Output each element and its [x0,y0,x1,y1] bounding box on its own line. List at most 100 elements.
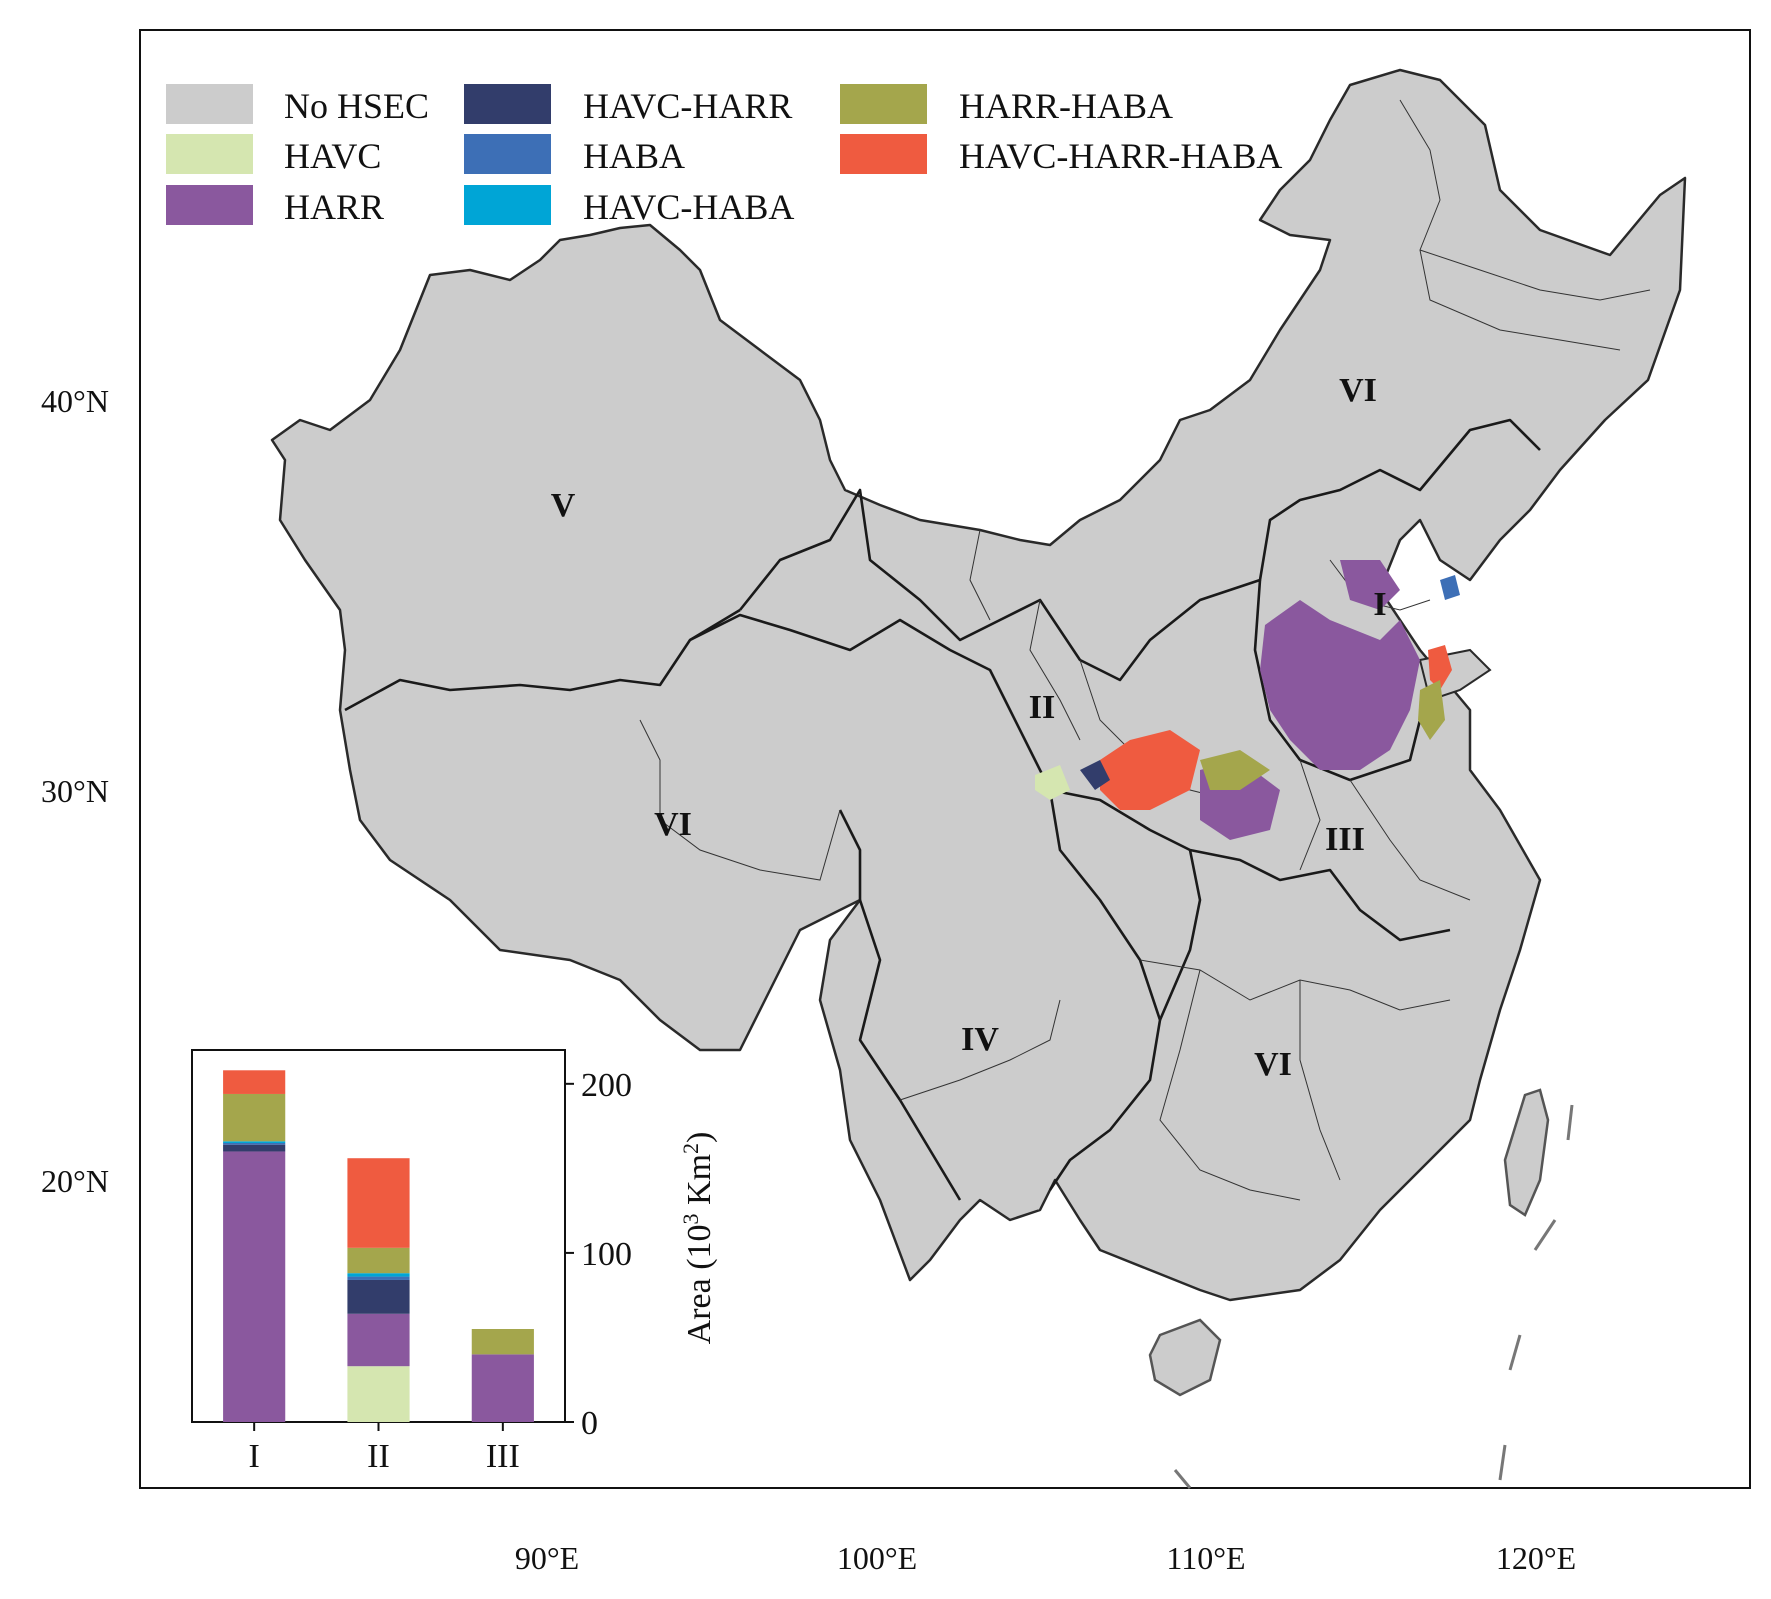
zone-boundary [838,809,962,1201]
legend-swatch-harr-haba [840,84,927,124]
province-boundary [1419,249,1651,301]
x-tick-label: III [486,1438,520,1475]
region-label-vi-north: VI [1339,372,1377,409]
bar-segment-havc-haba-i [223,1141,286,1143]
bar-segment-havc-harr-haba-ii [347,1158,410,1248]
lat-labels: 40°N 30°N 20°N [41,383,109,1199]
bar-segment-haba-ii [347,1276,410,1280]
region-label-iv: IV [961,1021,999,1058]
legend-label-no-hsec: No HSEC [284,86,429,126]
bar-segment-havc-haba-ii [347,1273,410,1277]
inset-x-axis: I II III [249,1422,520,1475]
region-label-v: V [551,487,576,524]
legend-label-havc-harr: HAVC-HARR [583,86,792,126]
region-label-iii: III [1325,821,1365,858]
harr-haba-patch [1418,680,1445,740]
lat-label: 40°N [41,383,109,419]
bar-segment-harr-ii [347,1313,410,1367]
region-labels: V VI I II VI III IV VI [551,372,1387,1083]
legend-label-harr-haba: HARR-HABA [959,86,1173,126]
dash-segment [1533,1219,1557,1251]
region-label-i: I [1373,586,1386,623]
inset-y-axis-label: Area (103 Km2) [678,1132,718,1345]
zone-boundary [344,608,741,712]
x-tick-label: II [367,1438,390,1475]
ylabel-part: Km [681,1154,718,1214]
havc-harr-patch [1080,760,1110,790]
havc-harr-haba-patch [1100,730,1200,810]
legend-swatch-havc-harr-haba [840,134,927,174]
lon-label: 100°E [837,1540,917,1576]
province-boundary [1299,980,1341,1181]
lon-label: 90°E [515,1540,579,1576]
legend-swatch-haba [464,134,551,174]
lon-label: 110°E [1166,1540,1245,1576]
zone-boundary [1158,849,1202,1021]
legend-swatch-harr [166,185,253,225]
province-boundaries [639,99,1651,1201]
legend: No HSEC HAVC HARR HAVC-HARR HABA HAVC-HA… [166,84,1282,227]
region-label-vi-south: VI [1254,1046,1292,1083]
bar-segment-harr-haba-ii [347,1247,410,1274]
havc-patch [1035,765,1070,800]
lon-label: 120°E [1496,1540,1576,1576]
haba-patch [1440,575,1460,600]
bar-segment-harr-i [223,1151,286,1422]
taiwan-island [1503,1088,1550,1217]
legend-swatch-havc [166,134,253,174]
lat-label: 30°N [41,773,109,809]
hotspot-patches [1035,560,1460,840]
lon-labels: 90°E 100°E 110°E 120°E [515,1540,1576,1576]
nine-dash-line [1173,1104,1574,1489]
ylabel-superscript: 2 [678,1143,703,1154]
y-tick-label: 200 [581,1067,632,1104]
harr-patch [1340,560,1400,610]
china-mainland [270,68,1687,1302]
legend-swatch-havc-harr [464,84,551,124]
province-boundary [1399,99,1621,351]
harr-patch [1260,600,1420,770]
bar-segment-harr-iii [471,1354,534,1422]
map-land [270,68,1687,1397]
dash-segment [1508,1334,1522,1371]
dash-segment [1173,1469,1192,1489]
legend-label-havc-haba: HAVC-HABA [583,187,794,227]
zone-boundary [689,613,1052,791]
bar-segment-harr-haba-iii [471,1329,534,1355]
ylabel-part: ) [681,1132,718,1143]
province-boundary [1159,969,1301,1201]
y-tick-label: 0 [581,1405,598,1442]
bar-segment-havc-ii [347,1366,410,1422]
legend-label-haba: HABA [583,136,685,176]
hainan-island [1148,1318,1222,1397]
zone-boundary [1049,788,1451,942]
havc-harr-haba-patch [1428,645,1452,690]
bar-segment-harr-haba-i [223,1093,286,1142]
harr-haba-patch [1200,750,1270,790]
ylabel-part: Area (10 [681,1224,718,1344]
region-label-vi-west: VI [654,806,692,843]
bar-segment-havc-harr-i [223,1144,286,1152]
y-tick-label: 100 [581,1236,632,1273]
legend-label-havc: HAVC [284,136,381,176]
province-boundary [899,999,1061,1101]
lat-label: 20°N [41,1163,109,1199]
province-boundary [1029,599,1081,741]
bar-segment-havc-harr-haba-i [223,1070,286,1094]
dash-segment [1566,1104,1574,1141]
province-boundary [639,719,841,881]
inset-bars [223,1070,534,1422]
region-label-ii: II [1029,689,1055,726]
ylabel-superscript: 3 [678,1213,703,1224]
inset-y-axis: 0 100 200 [565,1067,632,1442]
dash-segment [1498,1444,1507,1481]
bar-segment-havc-harr-ii [347,1279,410,1314]
zone-boundary [738,418,1541,682]
legend-swatch-no-hsec [166,84,253,124]
bar-segment-haba-i [223,1143,286,1145]
province-boundary [1299,759,1321,871]
province-boundary [969,529,991,621]
legend-swatch-havc-haba [464,185,551,225]
